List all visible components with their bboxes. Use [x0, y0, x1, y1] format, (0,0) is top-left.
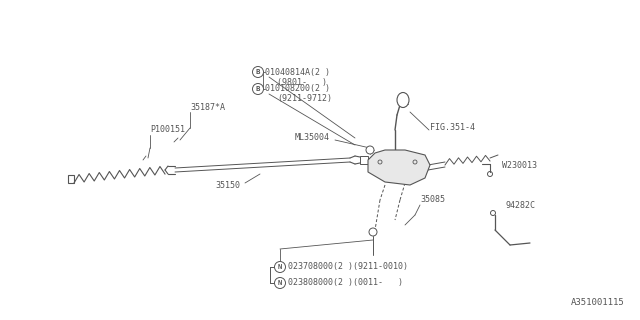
Text: (9211-9712): (9211-9712): [277, 94, 332, 103]
Text: B: B: [256, 69, 260, 75]
Text: 01040814A(2 ): 01040814A(2 ): [265, 68, 330, 76]
Text: N: N: [278, 280, 282, 286]
Circle shape: [253, 84, 264, 94]
Text: 35085: 35085: [420, 196, 445, 204]
Text: FIG.351-4: FIG.351-4: [430, 124, 475, 132]
Circle shape: [366, 146, 374, 154]
Text: 94282C: 94282C: [505, 201, 535, 210]
Text: N: N: [278, 264, 282, 270]
FancyBboxPatch shape: [360, 156, 368, 164]
Text: B: B: [256, 86, 260, 92]
Text: ML35004: ML35004: [295, 133, 330, 142]
FancyBboxPatch shape: [68, 175, 74, 183]
Text: 023808000(2 )(0011-   ): 023808000(2 )(0011- ): [288, 278, 403, 287]
Text: 023708000(2 )(9211-0010): 023708000(2 )(9211-0010): [288, 262, 408, 271]
Text: A351001115: A351001115: [572, 298, 625, 307]
Text: 010108200(2 ): 010108200(2 ): [265, 84, 330, 93]
Circle shape: [275, 261, 285, 273]
Circle shape: [253, 67, 264, 77]
Ellipse shape: [397, 92, 409, 108]
Text: (9801-   ): (9801- ): [277, 77, 327, 86]
Text: 35150: 35150: [215, 180, 240, 189]
Text: W230013: W230013: [502, 162, 537, 171]
Circle shape: [275, 277, 285, 289]
Polygon shape: [368, 150, 430, 185]
Circle shape: [369, 228, 377, 236]
Text: P100151: P100151: [150, 125, 185, 134]
Text: 35187*A: 35187*A: [190, 103, 225, 113]
